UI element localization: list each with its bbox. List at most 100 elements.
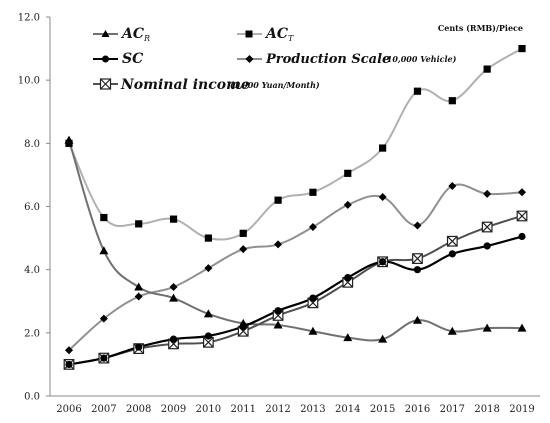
point-acr — [273, 320, 283, 329]
x-tick-label: 2008 — [126, 404, 151, 415]
point-act — [135, 220, 143, 228]
x-tick-label: 2009 — [161, 404, 186, 415]
legend-item-acr: ACR — [93, 26, 150, 43]
point-acr — [343, 333, 353, 342]
x-tick-label: 2018 — [474, 404, 499, 415]
point-sc — [344, 273, 352, 282]
point-acr — [169, 293, 179, 302]
x-tick-label: 2012 — [265, 404, 290, 415]
legend: ACR ACT SC Production Scale (10,000 Vehi… — [93, 26, 457, 93]
x-tick-label: 2011 — [231, 404, 256, 415]
point-ps — [169, 283, 178, 292]
x-tick-label: 2007 — [91, 404, 116, 415]
point-act — [379, 144, 387, 152]
point-sc — [100, 354, 108, 362]
y-tick-label: 6.0 — [24, 202, 40, 213]
series-markers-act — [65, 44, 526, 242]
x-tick-label: 2013 — [300, 404, 325, 415]
x-tick-labels: 2006 2007 2008 2009 2010 2011 2012 2013 2014 2015… — [56, 404, 534, 415]
legend-label-acr: ACR — [120, 26, 150, 43]
point-act — [239, 229, 247, 237]
y-tick-label: 4.0 — [24, 265, 40, 276]
point-sc — [448, 250, 456, 258]
series-markers-ps — [65, 181, 526, 355]
point-sc — [483, 242, 491, 250]
point-act — [483, 65, 491, 73]
point-act — [518, 44, 526, 53]
point-sc — [204, 332, 212, 340]
point-ps — [518, 188, 526, 197]
point-ps — [65, 346, 73, 355]
legend-item-act: ACT — [237, 26, 294, 43]
series-markers-ni — [63, 210, 528, 370]
y-tick-label: 0.0 — [24, 392, 40, 403]
series-group — [63, 44, 528, 370]
point-acr — [203, 309, 213, 318]
legend-item-sc: SC — [93, 51, 143, 67]
legend-label-nominal-income: Nominal income — [120, 77, 250, 93]
y-tick-label: 2.0 — [24, 328, 40, 339]
x-tick-label: 2017 — [440, 404, 465, 415]
point-sc — [309, 294, 317, 302]
unit-note: Cents (RMB)/Piece — [438, 23, 523, 33]
point-acr — [447, 326, 457, 335]
point-sc — [379, 258, 387, 266]
x-tick-label: 2019 — [509, 404, 534, 415]
y-tick-labels: 0.0 2.0 4.0 6.0 8.0 10.0 12.0 — [18, 13, 50, 403]
x-tick-label: 2015 — [370, 404, 395, 415]
point-ps — [308, 223, 317, 232]
point-acr — [482, 323, 492, 332]
point-act — [169, 215, 178, 223]
legend-item-nominal-income: Nominal income (1,000 Yuan/Month) — [93, 77, 320, 93]
legend-marker-production-scale — [245, 55, 254, 63]
series-line-ps — [68, 183, 523, 351]
point-act — [413, 87, 422, 95]
y-tick-label: 10.0 — [18, 76, 40, 87]
series-markers-acr — [64, 135, 527, 343]
point-ps — [99, 314, 108, 323]
point-act — [204, 234, 212, 242]
point-ps — [204, 264, 213, 273]
point-ps — [483, 189, 492, 198]
legend-marker-sc — [102, 55, 109, 63]
point-acr — [134, 282, 144, 291]
point-sc — [65, 360, 73, 369]
point-act — [100, 213, 108, 222]
point-sc — [518, 232, 526, 241]
legend-main-acr: AC — [120, 26, 144, 42]
x-tick-label: 2006 — [56, 404, 81, 415]
point-ps — [239, 245, 248, 254]
point-ps — [448, 181, 457, 190]
point-ps — [274, 240, 283, 249]
y-tick-label: 12.0 — [18, 13, 40, 24]
point-acr — [412, 315, 422, 324]
legend-label-production-scale: Production Scale — [265, 52, 390, 67]
legend-label-act: ACT — [264, 26, 294, 43]
point-acr — [99, 246, 109, 255]
legend-marker-act — [245, 30, 253, 38]
point-cross-ni — [447, 236, 458, 246]
legend-marker-acr — [101, 30, 110, 37]
point-act — [309, 188, 317, 196]
legend-note-production-scale: (10,000 Vehicle) — [383, 54, 457, 64]
legend-note-nominal-income: (1,000 Yuan/Month) — [230, 80, 320, 90]
point-cross-ni — [412, 253, 423, 264]
x-tick-label: 2014 — [335, 404, 360, 415]
point-cross-ni — [482, 222, 492, 232]
x-tick-label: 2016 — [405, 404, 430, 415]
legend-sub-acr: R — [143, 34, 150, 43]
point-ni — [481, 221, 493, 233]
point-acr — [308, 326, 318, 335]
legend-sub-act: T — [288, 34, 294, 43]
legend-marker-x-nominal-income — [100, 79, 111, 89]
point-ps — [378, 193, 387, 202]
legend-item-production-scale: Production Scale (10,000 Vehicle) — [237, 52, 457, 67]
point-act — [448, 97, 456, 105]
point-acr — [517, 323, 527, 332]
point-sc — [274, 307, 282, 315]
legend-main-act: AC — [264, 26, 288, 42]
point-sc — [135, 343, 143, 351]
point-act — [274, 196, 282, 204]
x-tick-label: 2010 — [196, 404, 221, 415]
